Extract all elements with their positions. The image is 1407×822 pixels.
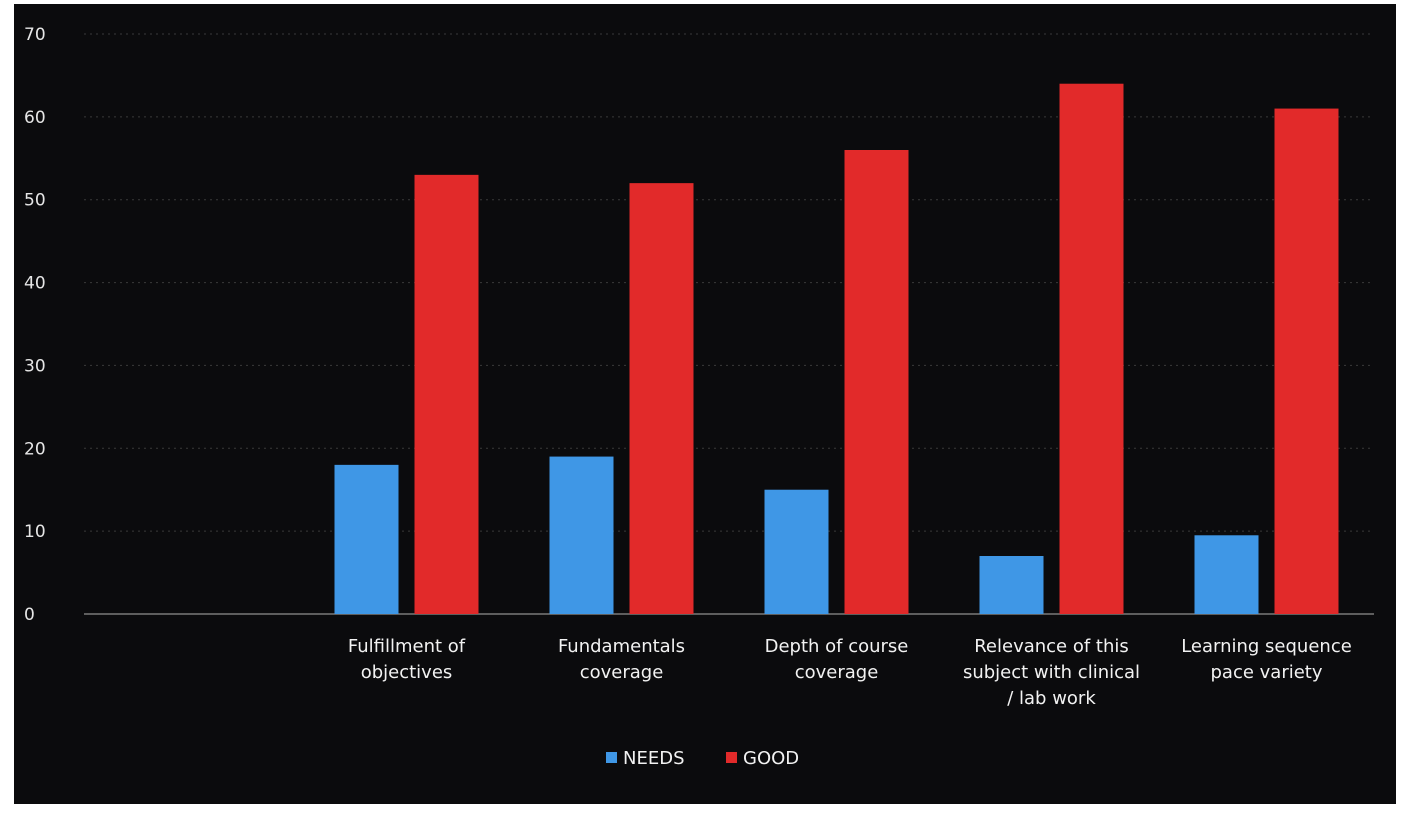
y-tick-label-10: 10 — [24, 522, 46, 542]
x-category-label-1-1: objectives — [361, 662, 453, 683]
bar-good-3 — [844, 150, 909, 614]
y-tick-label-50: 50 — [24, 191, 46, 211]
y-tick-label-70: 70 — [24, 25, 46, 45]
y-tick-label-0: 0 — [24, 605, 35, 625]
x-category-label-4-0: Relevance of this — [974, 636, 1129, 657]
x-category-label-4-2: / lab work — [1007, 688, 1096, 709]
bar-needs-4 — [979, 556, 1044, 614]
bar-good-1 — [414, 174, 479, 614]
x-category-label-3-0: Depth of course — [765, 636, 909, 657]
legend-label-good: GOOD — [743, 748, 799, 769]
y-tick-label-30: 30 — [24, 356, 46, 376]
x-category-label-5-1: pace variety — [1210, 662, 1322, 683]
bar-needs-1 — [334, 464, 399, 614]
bar-chart: 0 10 20 30 40 50 60 70 Fulfillment of objectives F… — [24, 25, 1374, 769]
legend-swatch-needs — [606, 752, 617, 763]
x-category-label-2-0: Fundamentals — [558, 636, 685, 657]
bar-needs-2 — [549, 456, 614, 614]
y-tick-label-40: 40 — [24, 274, 46, 294]
y-tick-label-20: 20 — [24, 439, 46, 459]
x-category-label-5-0: Learning sequence — [1181, 636, 1352, 657]
x-category-label-1-0: Fulfillment of — [348, 636, 466, 657]
legend-swatch-good — [726, 752, 737, 763]
x-category-label-4-1: subject with clinical — [963, 662, 1140, 683]
bar-good-4 — [1059, 83, 1124, 614]
bar-needs-3 — [764, 489, 829, 614]
bar-needs-5 — [1194, 535, 1259, 614]
chart-frame: 0 10 20 30 40 50 60 70 Fulfillment of objectives F… — [14, 4, 1396, 804]
bar-good-5 — [1274, 108, 1339, 615]
y-tick-label-60: 60 — [24, 108, 46, 128]
x-category-label-2-1: coverage — [580, 662, 664, 683]
legend-label-needs: NEEDS — [623, 748, 685, 769]
bar-good-2 — [629, 183, 694, 614]
x-category-label-3-1: coverage — [795, 662, 879, 683]
